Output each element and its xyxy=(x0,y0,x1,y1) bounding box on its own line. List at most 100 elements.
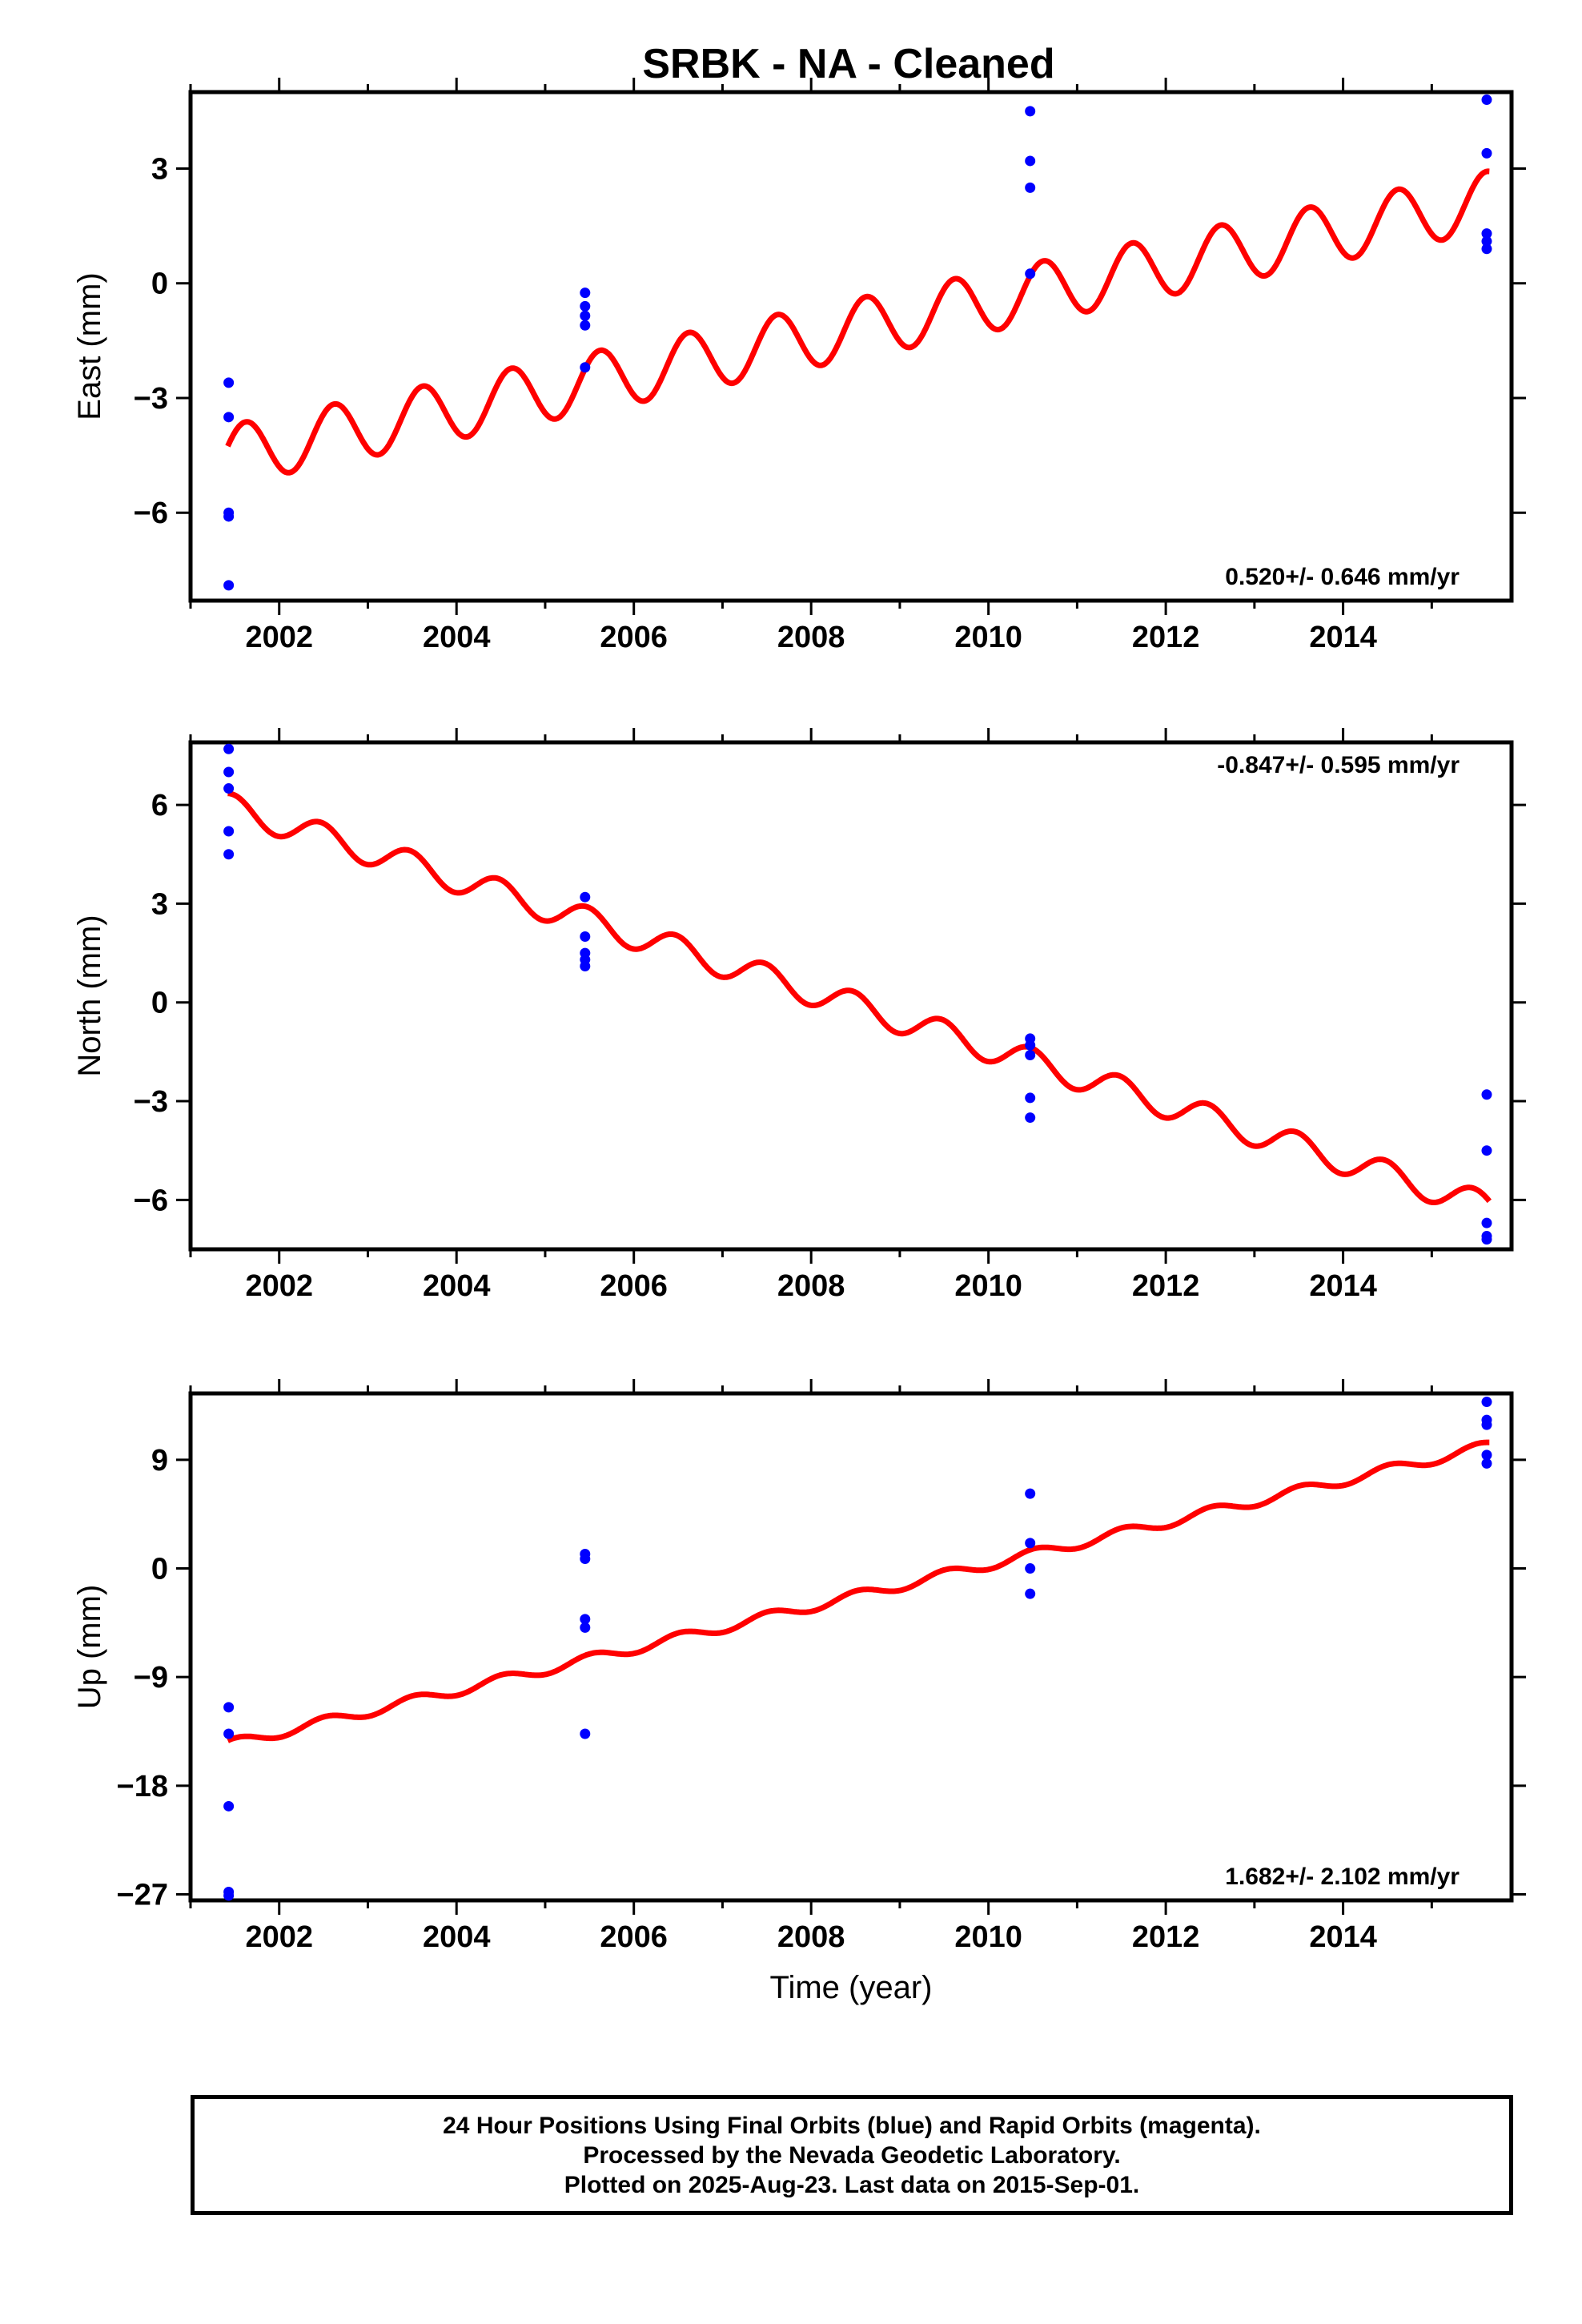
trend-line xyxy=(226,790,1492,1205)
x-tick-label: 2012 xyxy=(1132,1920,1200,1954)
data-point xyxy=(1025,1039,1036,1051)
y-tick-label: 9 xyxy=(151,1444,168,1478)
x-tick-label: 2004 xyxy=(423,621,491,654)
y-tick-label: −3 xyxy=(134,382,168,416)
x-tick-label: 2006 xyxy=(600,1920,668,1954)
data-point xyxy=(223,743,235,754)
data-point xyxy=(1481,1419,1492,1430)
rate-label: 0.520+/- 0.646 mm/yr xyxy=(1225,564,1460,590)
y-tick-label: 0 xyxy=(151,1553,168,1586)
data-point xyxy=(580,287,591,299)
data-point xyxy=(1481,1089,1492,1100)
data-point xyxy=(580,1622,591,1633)
rate-label: 1.682+/- 2.102 mm/yr xyxy=(1225,1864,1460,1890)
x-tick-label: 2006 xyxy=(600,1269,668,1303)
data-point xyxy=(1481,1234,1492,1245)
x-tick-label: 2008 xyxy=(777,1269,845,1303)
x-axis-label: Time (year) xyxy=(770,1970,933,2005)
data-point xyxy=(580,931,591,943)
x-tick-label: 2002 xyxy=(245,621,313,654)
y-axis-label: Up (mm) xyxy=(72,1585,107,1710)
y-tick-label: −18 xyxy=(117,1770,168,1803)
x-tick-label: 2006 xyxy=(600,621,668,654)
data-point xyxy=(1025,1112,1036,1124)
x-tick-label: 2002 xyxy=(245,1269,313,1303)
trend-line xyxy=(226,1439,1492,1743)
data-point xyxy=(580,1553,591,1564)
footer-line-1: 24 Hour Positions Using Final Orbits (bl… xyxy=(443,2112,1261,2139)
x-tick-label: 2004 xyxy=(423,1269,491,1303)
data-point xyxy=(580,1728,591,1739)
data-point xyxy=(1481,1397,1492,1408)
y-tick-label: −6 xyxy=(134,1184,168,1217)
data-point xyxy=(1025,1488,1036,1499)
data-point xyxy=(580,891,591,903)
data-point xyxy=(580,300,591,312)
y-axis-label: North (mm) xyxy=(72,915,107,1076)
data-point xyxy=(580,1614,591,1625)
x-tick-label: 2012 xyxy=(1132,1269,1200,1303)
data-point xyxy=(1025,1563,1036,1574)
x-tick-label: 2014 xyxy=(1309,621,1377,654)
data-point xyxy=(223,580,235,591)
data-point xyxy=(1025,268,1036,279)
x-tick-label: 2008 xyxy=(777,621,845,654)
x-tick-label: 2014 xyxy=(1309,1269,1377,1303)
data-point xyxy=(580,320,591,331)
footer-box: 24 Hour Positions Using Final Orbits (bl… xyxy=(191,2095,1513,2215)
footer-line-2: Processed by the Nevada Geodetic Laborat… xyxy=(583,2141,1121,2169)
x-tick-label: 2012 xyxy=(1132,621,1200,654)
data-point xyxy=(223,826,235,837)
data-point xyxy=(223,1890,235,1901)
plot-frame xyxy=(188,1391,1514,1903)
data-point xyxy=(223,377,235,388)
data-point xyxy=(1481,235,1492,247)
data-point xyxy=(1025,1049,1036,1060)
data-point xyxy=(1481,147,1492,159)
east-panel: 2002 2004 2006 2008 2010 2012 2014 −6 −3 0 3 East (… xyxy=(72,78,1526,654)
up-panel: 2002 2004 2006 2008 2010 2012 2014 −27 −18 −9 0 9 Up… xyxy=(72,1379,1526,2005)
y-tick-label: 6 xyxy=(151,789,168,822)
footer-line-3: Plotted on 2025-Aug-23. Last data on 201… xyxy=(564,2171,1140,2198)
y-tick-label: 0 xyxy=(151,987,168,1020)
x-tick-label: 2010 xyxy=(954,1269,1022,1303)
data-point xyxy=(223,511,235,522)
y-tick-label: 3 xyxy=(151,152,168,186)
x-tick-label: 2008 xyxy=(777,1920,845,1954)
data-point xyxy=(1025,155,1036,167)
x-tick-label: 2014 xyxy=(1309,1920,1377,1954)
data-point xyxy=(223,1800,235,1811)
data-point xyxy=(1025,1092,1036,1104)
x-tick-label: 2010 xyxy=(954,1920,1022,1954)
data-point xyxy=(223,766,235,778)
data-point xyxy=(1025,106,1036,117)
x-tick-label: 2002 xyxy=(245,1920,313,1954)
plot-frame xyxy=(188,740,1514,1252)
y-axis-label: East (mm) xyxy=(72,272,107,420)
x-tick-label: 2010 xyxy=(954,621,1022,654)
trend-line xyxy=(225,168,1492,476)
data-point xyxy=(223,412,235,423)
data-point xyxy=(580,362,591,373)
data-point xyxy=(1481,1217,1492,1228)
data-point xyxy=(223,1702,235,1713)
north-panel: 2002 2004 2006 2008 2010 2012 2014 −6 −3 0 3 6 North… xyxy=(72,728,1526,1303)
data-point xyxy=(1481,1449,1492,1461)
y-tick-label: −6 xyxy=(134,497,168,530)
data-point xyxy=(1481,228,1492,239)
data-point xyxy=(223,783,235,794)
data-point xyxy=(1025,1538,1036,1549)
x-tick-label: 2004 xyxy=(423,1920,491,1954)
data-point xyxy=(1481,1458,1492,1469)
data-point xyxy=(223,1728,235,1739)
data-point xyxy=(1025,1588,1036,1599)
data-point xyxy=(1481,1145,1492,1156)
rate-label: -0.847+/- 0.595 mm/yr xyxy=(1217,752,1460,778)
y-tick-label: −3 xyxy=(134,1085,168,1119)
data-point xyxy=(1025,182,1036,193)
data-point xyxy=(1481,243,1492,255)
y-tick-label: 3 xyxy=(151,887,168,921)
data-point xyxy=(580,961,591,972)
plot-frame xyxy=(188,90,1514,603)
